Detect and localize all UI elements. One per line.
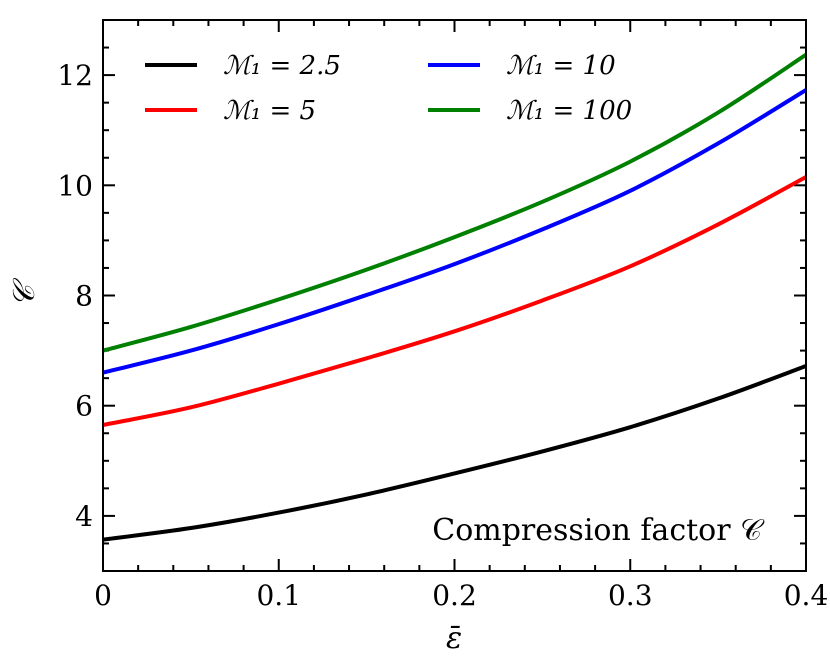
- y-tick-label: 6: [75, 390, 93, 423]
- series-line-0: [102, 364, 807, 542]
- y-tick-label: 8: [75, 280, 93, 313]
- series-line-1: [102, 175, 807, 427]
- legend-label-3: ℳ₁ = 100: [506, 96, 632, 126]
- y-tick-label: 4: [75, 500, 93, 533]
- x-tick-label: 0.2: [432, 579, 477, 612]
- legend-label-2: ℳ₁ = 10: [506, 51, 616, 81]
- plot-frame: [102, 19, 807, 572]
- legend-label-0: ℳ₁ = 2.5: [223, 51, 341, 81]
- chart-annotation: Compression factor 𝒞: [432, 513, 765, 548]
- series-line-3: [102, 53, 808, 353]
- legend-label-1: ℳ₁ = 5: [223, 96, 316, 126]
- y-tick-label: 10: [57, 169, 93, 202]
- x-tick-label: 0.3: [608, 579, 653, 612]
- y-axis-label: 𝒞: [7, 277, 42, 307]
- y-tick-label: 12: [57, 59, 93, 92]
- tick-labels: 0 0.1 0.2 0.3 0.4 4 6 8 10 12: [57, 59, 828, 612]
- major-ticks: [102, 20, 807, 571]
- series-layer: [102, 53, 808, 542]
- x-tick-label: 0.4: [784, 579, 829, 612]
- minor-ticks: [103, 19, 806, 572]
- x-tick-label: 0.1: [256, 579, 301, 612]
- legend: ℳ₁ = 2.5 ℳ₁ = 5 ℳ₁ = 10 ℳ₁ = 100: [145, 51, 632, 126]
- x-tick-label: 0: [94, 579, 112, 612]
- x-axis-label: ε̄: [446, 621, 462, 656]
- series-line-2: [102, 88, 808, 375]
